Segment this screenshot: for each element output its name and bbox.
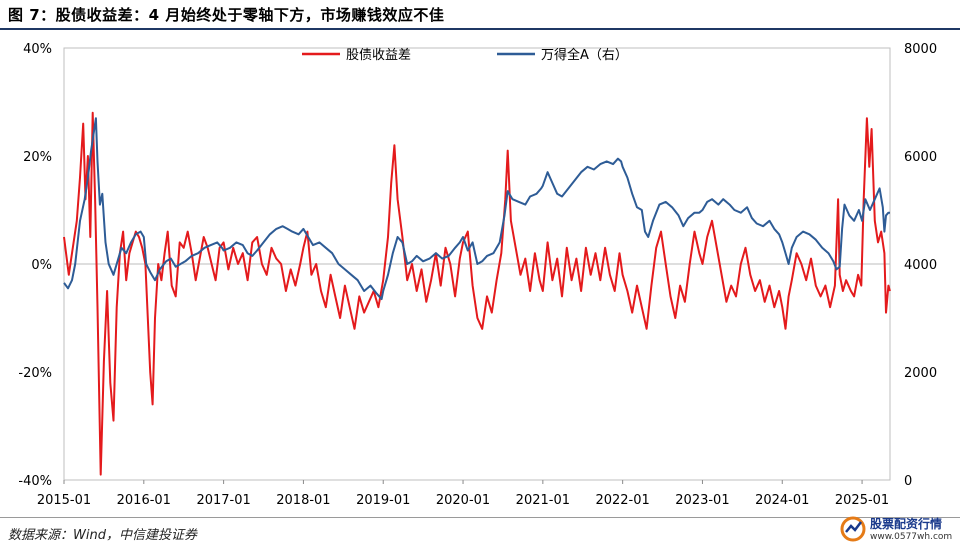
x-tick-label: 2015-01 [37, 493, 91, 508]
source-rule [0, 517, 960, 518]
x-tick-label: 2018-01 [276, 493, 330, 508]
x-tick-label: 2024-01 [755, 493, 809, 508]
x-tick-label: 2017-01 [196, 493, 250, 508]
y-right-tick-label: 0 [904, 474, 912, 489]
y-left-tick-label: 20% [23, 150, 52, 165]
x-tick-label: 2021-01 [516, 493, 570, 508]
chart-title: 图 7：股债收益差：4 月始终处于零轴下方，市场赚钱效应不佳 [8, 6, 445, 24]
x-tick-label: 2016-01 [117, 493, 171, 508]
watermark-url: www.0577wh.com [870, 532, 953, 542]
x-tick-label: 2022-01 [595, 493, 649, 508]
y-right-tick-label: 4000 [904, 258, 937, 273]
series-line-wind-a [63, 117, 890, 301]
series-line-yield-gap [63, 111, 891, 476]
y-right-tick-label: 2000 [904, 366, 937, 381]
y-left-tick-label: 40% [23, 42, 52, 57]
x-tick-label: 2025-01 [835, 493, 889, 508]
x-tick-label: 2023-01 [675, 493, 729, 508]
y-right-tick-label: 6000 [904, 150, 937, 165]
legend-label: 股债收益差 [346, 48, 411, 63]
y-left-tick-label: -40% [18, 474, 52, 489]
watermark: 股票配资行情 www.0577wh.com [836, 512, 960, 548]
x-tick-label: 2020-01 [436, 493, 490, 508]
y-left-tick-label: -20% [18, 366, 52, 381]
x-tick-label: 2019-01 [356, 493, 410, 508]
title-rule [0, 28, 960, 30]
chart-canvas: 40% 20% 0% -20% -40% 8000 6000 4000 2000 0 2015-01… [18, 42, 937, 508]
y-left-tick-label: 0% [31, 258, 52, 273]
data-source: 数据来源：Wind，中信建投证券 [8, 528, 197, 543]
watermark-logo-icon [840, 516, 866, 542]
y-right-tick-label: 8000 [904, 42, 937, 57]
watermark-brand: 股票配资行情 [870, 517, 943, 531]
legend-label: 万得全A（右） [541, 47, 628, 63]
